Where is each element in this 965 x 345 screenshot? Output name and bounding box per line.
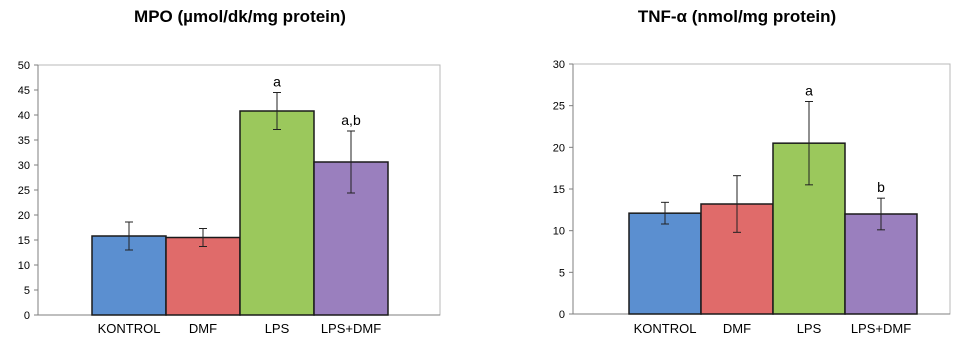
category-label: KONTROL [98, 321, 161, 336]
chart-title: MPO (µmol/dk/mg protein) [134, 7, 346, 26]
category-label: KONTROL [634, 321, 697, 336]
y-tick-label: 30 [553, 59, 565, 71]
error-bar [125, 221, 133, 251]
y-tick-label: 25 [553, 101, 565, 113]
chart-tnf-alpha: TNF-α (nmol/mg protein) 0 5 10 15 20 25 30 KONTR… [553, 7, 951, 336]
y-tick-label: 40 [18, 110, 30, 122]
significance-label: b [877, 179, 885, 195]
y-tick-label: 25 [18, 185, 30, 197]
category-label: DMF [189, 321, 217, 336]
y-tick-label: 50 [18, 60, 30, 72]
bar-kontrol [628, 212, 702, 315]
y-tick-label: 0 [24, 310, 30, 322]
y-tick-label: 35 [18, 135, 30, 147]
bar-dmf [165, 236, 241, 316]
category-label: LPS [797, 321, 822, 336]
error-bar [199, 228, 207, 247]
bar-lps-dmf [844, 213, 918, 315]
y-tick-label: 20 [18, 210, 30, 222]
error-bar [733, 175, 741, 233]
significance-label: a [805, 83, 813, 99]
y-tick-label: 0 [559, 309, 565, 321]
category-label: DMF [723, 321, 751, 336]
category-label: LPS+DMF [851, 321, 911, 336]
bar-kontrol [91, 235, 167, 316]
y-axis: 0 5 10 15 20 25 30 [553, 59, 574, 321]
y-tick-label: 15 [553, 184, 565, 196]
bar-lps [239, 110, 315, 316]
error-bar [347, 130, 355, 194]
y-tick-label: 20 [553, 142, 565, 154]
chart-title: TNF-α (nmol/mg protein) [638, 7, 836, 26]
y-tick-label: 5 [559, 267, 565, 279]
significance-label: a [273, 74, 281, 90]
y-tick-label: 5 [24, 285, 30, 297]
y-tick-label: 10 [553, 226, 565, 238]
error-bar [805, 101, 813, 186]
category-label: LPS+DMF [321, 321, 381, 336]
y-axis: 0 5 10 15 20 25 30 35 40 45 50 [18, 60, 39, 322]
significance-label: a,b [341, 112, 361, 128]
y-tick-label: 45 [18, 85, 30, 97]
error-bar [877, 197, 885, 231]
y-tick-label: 10 [18, 260, 30, 272]
y-tick-label: 30 [18, 160, 30, 172]
category-label: LPS [265, 321, 290, 336]
y-tick-label: 15 [18, 235, 30, 247]
error-bar [661, 201, 669, 225]
error-bar [273, 92, 281, 130]
chart-mpo: MPO (µmol/dk/mg protein) 0 5 10 15 20 25 30 35 40… [18, 7, 441, 336]
